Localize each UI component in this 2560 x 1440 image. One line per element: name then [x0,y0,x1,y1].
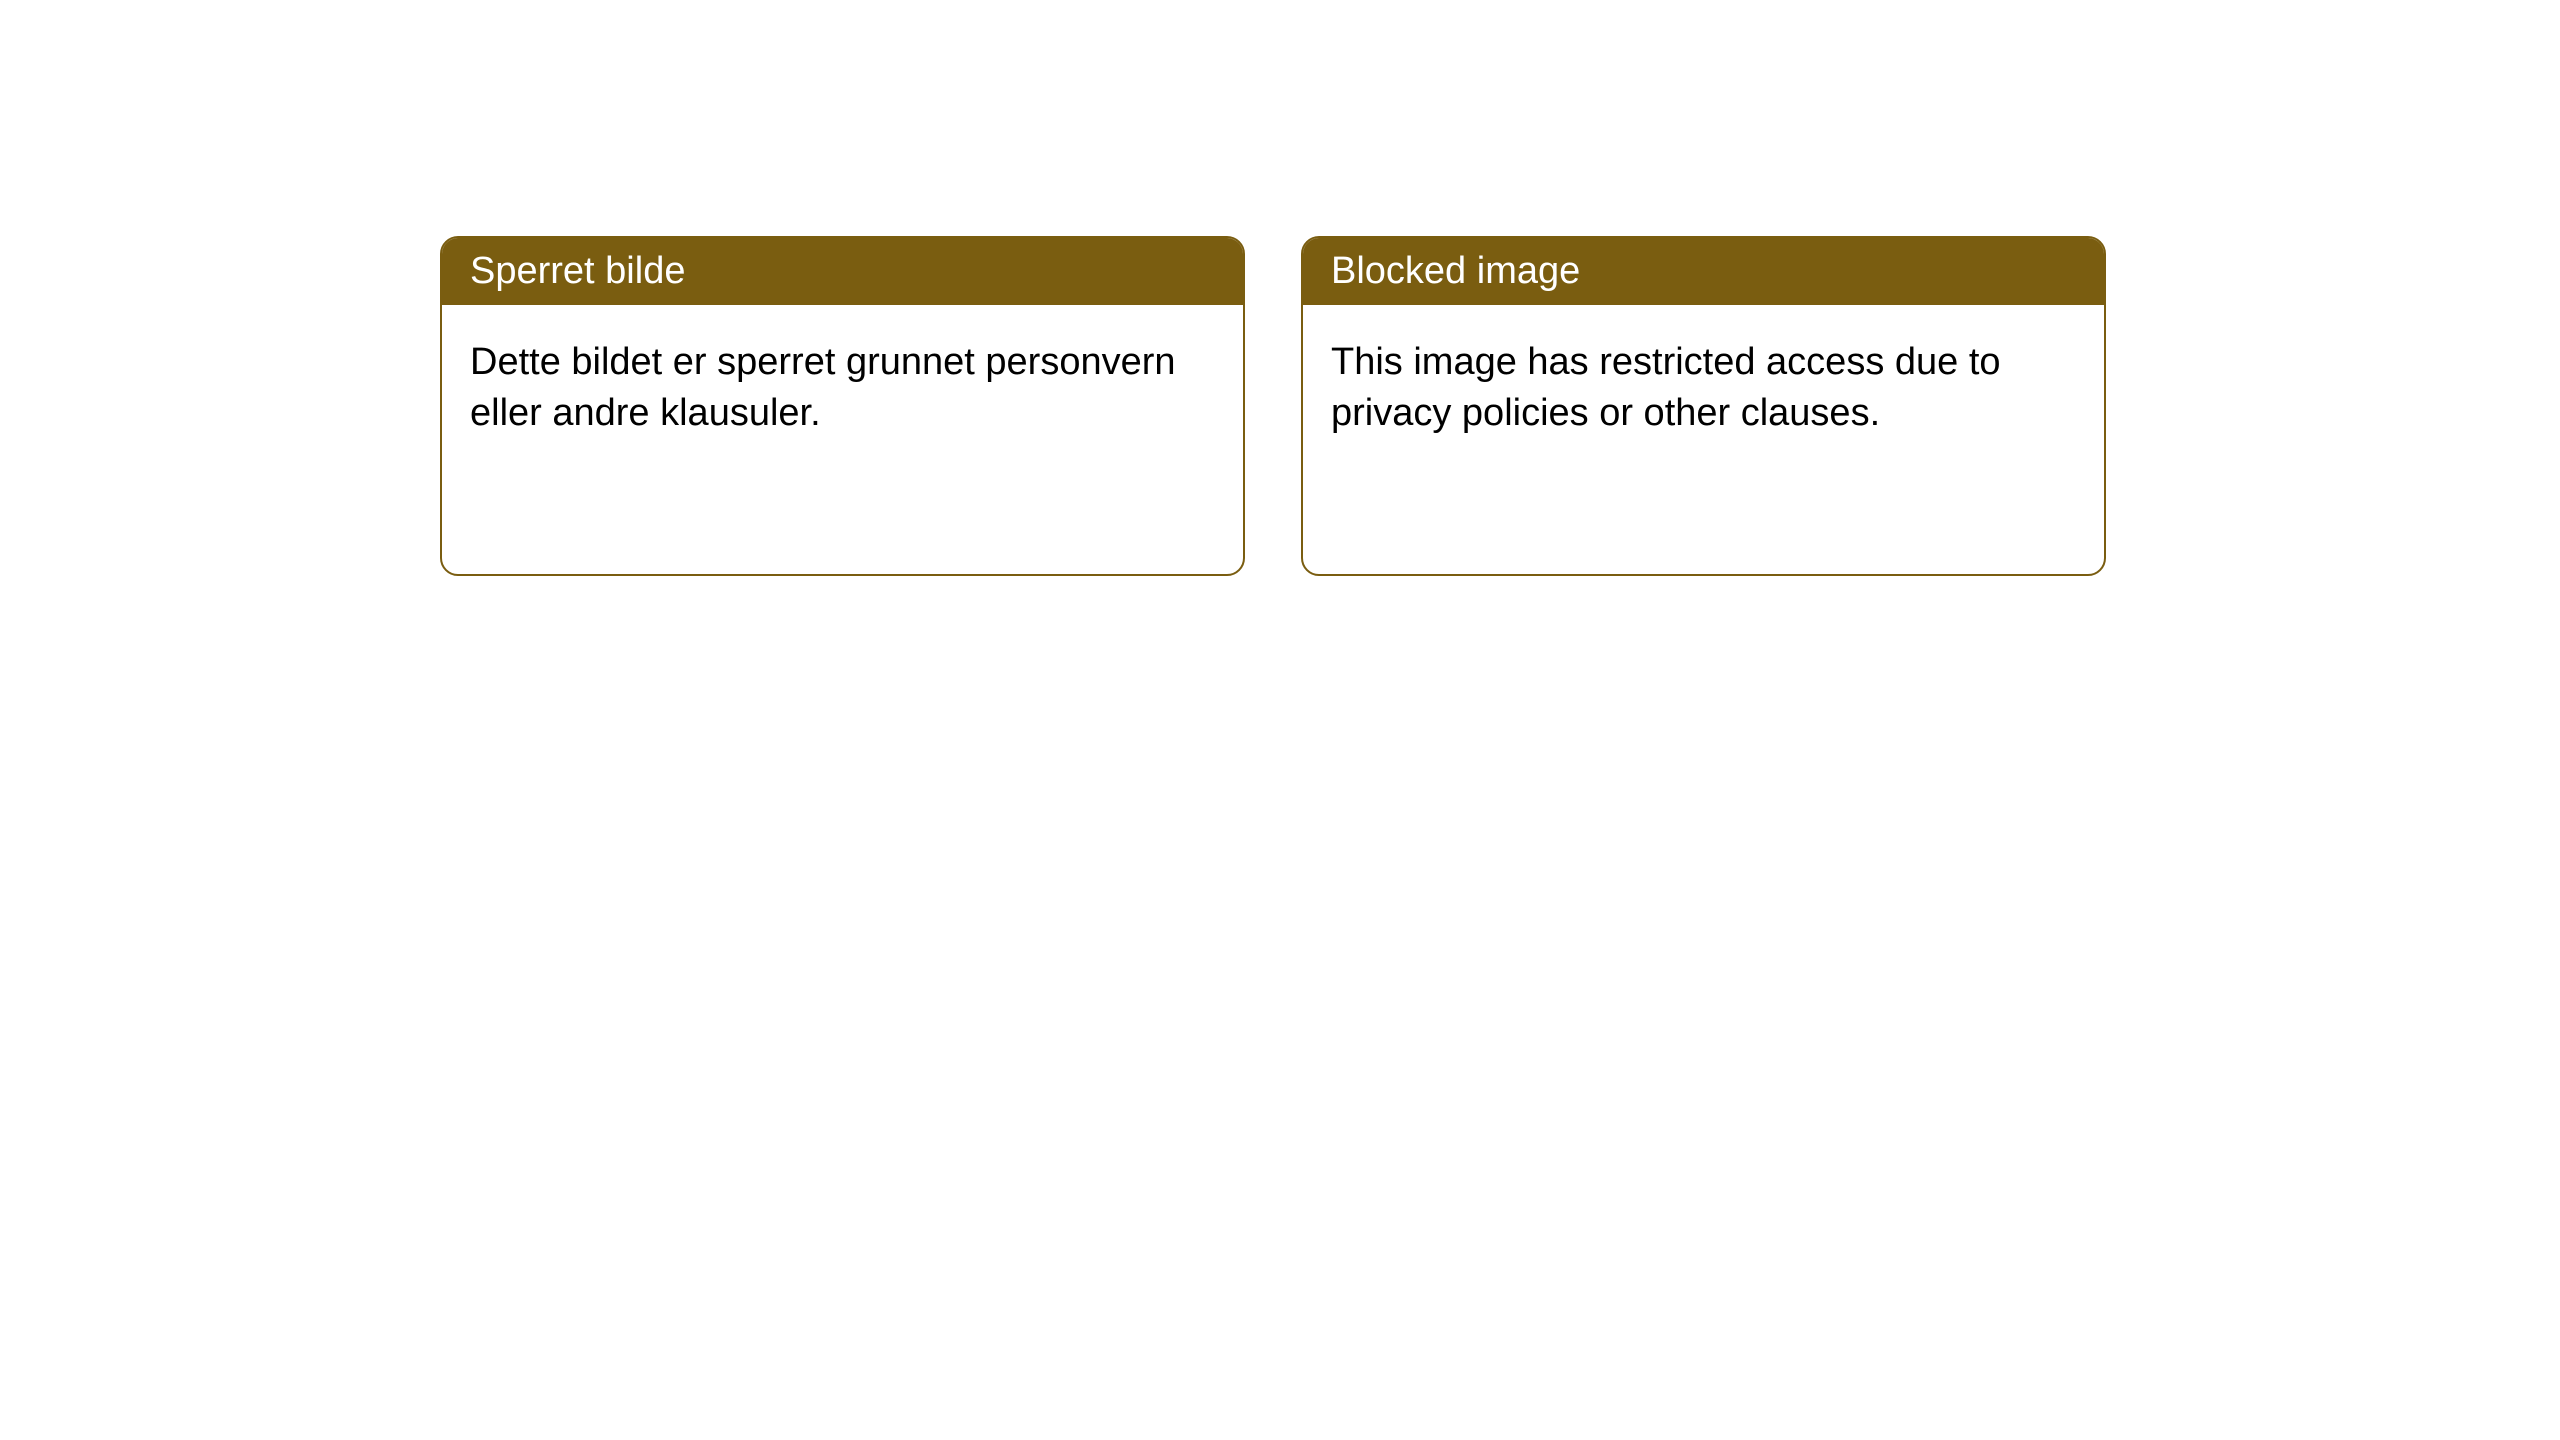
notice-card-body: Dette bildet er sperret grunnet personve… [442,305,1243,472]
notice-card-container: Sperret bilde Dette bildet er sperret gr… [440,236,2106,576]
notice-card-title: Blocked image [1303,238,2104,305]
notice-card-norwegian: Sperret bilde Dette bildet er sperret gr… [440,236,1245,576]
notice-card-title: Sperret bilde [442,238,1243,305]
notice-card-english: Blocked image This image has restricted … [1301,236,2106,576]
notice-card-body: This image has restricted access due to … [1303,305,2104,472]
